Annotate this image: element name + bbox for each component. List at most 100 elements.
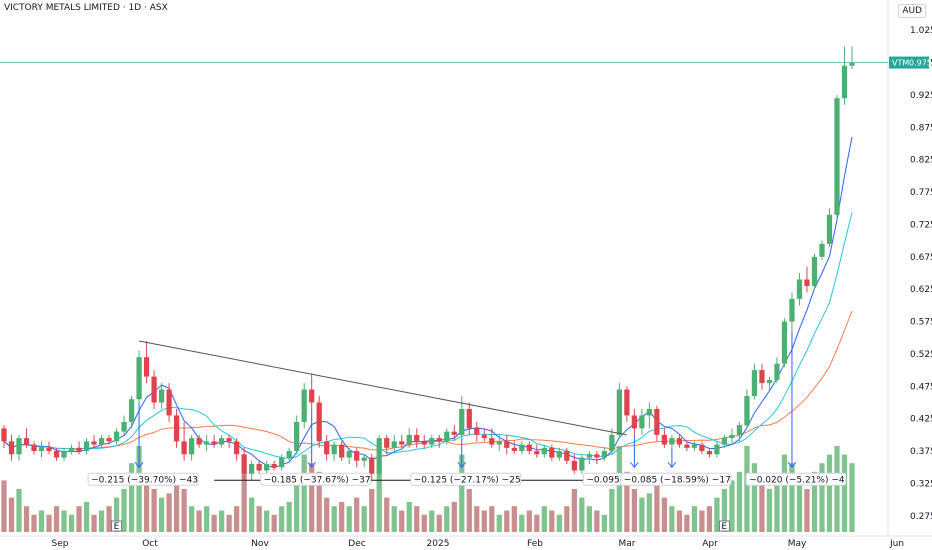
- volume-bar: [76, 506, 82, 532]
- last-price-tag: [889, 56, 929, 69]
- volume-bar: [38, 510, 45, 532]
- volume-bar: [639, 497, 645, 532]
- volume-bar: [331, 506, 337, 532]
- arrow-head-icon: [787, 461, 797, 469]
- candle-body: [736, 425, 743, 435]
- volume-bar: [128, 463, 135, 532]
- volume-bar: [796, 480, 803, 532]
- volume-bar: [83, 501, 90, 532]
- volume-bar: [744, 446, 750, 532]
- y-tick-label: 0.525: [910, 350, 932, 360]
- volume-bar: [346, 506, 352, 532]
- volume-bar: [646, 493, 653, 532]
- volume-bar: [819, 463, 825, 532]
- candle-body: [301, 389, 307, 422]
- candle-body: [256, 464, 262, 471]
- volume-bar: [399, 510, 405, 532]
- candle-body: [113, 431, 120, 442]
- candle-body: [721, 438, 728, 445]
- candle-body: [496, 441, 502, 445]
- volume-bar: [421, 514, 427, 532]
- candle-body: [128, 399, 135, 422]
- candle-body: [219, 438, 225, 445]
- candle-body: [819, 243, 825, 257]
- arrow-head-icon: [307, 461, 317, 469]
- candle-body: [774, 363, 780, 380]
- candle-body: [594, 454, 600, 458]
- candle-body: [83, 441, 90, 452]
- candle-body: [76, 447, 82, 452]
- annotation-box: [620, 472, 732, 486]
- annotation-box: [410, 472, 522, 486]
- candle-body: [188, 438, 195, 455]
- candle-body: [91, 441, 97, 445]
- volume-bar: [789, 463, 795, 532]
- candle-body: [46, 447, 52, 452]
- y-tick-label: 0.425: [910, 415, 932, 425]
- volume-bar: [151, 489, 157, 532]
- volume-bar: [774, 480, 780, 532]
- candle-body: [676, 438, 683, 445]
- volume-bar: [459, 454, 465, 532]
- earnings-marker: [111, 520, 123, 532]
- volume-bar: [451, 501, 457, 532]
- candle-body: [294, 421, 300, 452]
- volume-bar: [68, 514, 75, 532]
- candle-body: [564, 451, 570, 461]
- volume-bar: [376, 471, 382, 532]
- candle-body: [654, 408, 660, 435]
- candle-body: [38, 447, 45, 452]
- x-tick-label: Oct: [142, 539, 158, 549]
- ma-mid-line: [3, 212, 853, 459]
- earnings-marker: [718, 520, 730, 532]
- volume-bar: [203, 506, 210, 532]
- volume-bar: [609, 489, 615, 532]
- candle-body: [751, 370, 758, 397]
- candle-body: [556, 451, 562, 458]
- volume-bar: [519, 514, 525, 532]
- volume-bar: [106, 506, 112, 532]
- candle-body: [226, 438, 232, 442]
- candle-body: [511, 447, 517, 452]
- currency-button[interactable]: AUD: [898, 4, 926, 18]
- volume-bar: [571, 489, 577, 532]
- candle-body: [444, 431, 450, 442]
- annotation-box: [87, 472, 199, 486]
- annotation-label: −0.185 (−37.67%) −37: [264, 475, 371, 485]
- y-tick-label: 0.775: [910, 188, 932, 198]
- volume-bar: [661, 497, 668, 532]
- candle-body: [61, 451, 67, 458]
- volume-bar: [684, 514, 690, 532]
- candle-body: [744, 396, 750, 426]
- volume-bar: [391, 506, 397, 532]
- candle-body: [691, 444, 698, 448]
- volume-bar: [271, 514, 277, 532]
- candle-body: [324, 441, 330, 455]
- candle-body: [571, 460, 577, 471]
- candle-body: [369, 457, 375, 474]
- volume-bar: [699, 510, 705, 532]
- candle-body: [106, 438, 112, 442]
- volume-bar: [631, 489, 637, 532]
- candle-body: [586, 454, 592, 458]
- volume-bar: [616, 446, 622, 532]
- candle-body: [98, 438, 105, 445]
- candle-body: [729, 434, 735, 439]
- volume-bar: [414, 506, 420, 532]
- volume-bar: [309, 463, 315, 532]
- volume-bar: [579, 497, 585, 532]
- x-tick-label: Jun: [889, 539, 904, 549]
- annotation-box: [260, 472, 372, 486]
- candle-body: [391, 441, 397, 448]
- candle-body: [234, 441, 240, 455]
- volume-bar: [729, 480, 735, 532]
- volume-bar: [294, 480, 300, 532]
- candle-body: [706, 451, 713, 455]
- volume-bar: [196, 510, 202, 532]
- volume-bar: [541, 506, 547, 532]
- volume-bar: [219, 510, 225, 532]
- volume-bar: [241, 471, 247, 532]
- candle-body: [436, 438, 442, 442]
- candle-body: [474, 428, 480, 435]
